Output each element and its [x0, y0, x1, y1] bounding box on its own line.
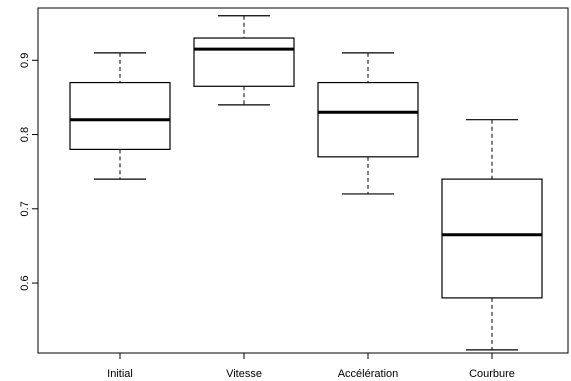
box-initial	[69, 52, 171, 180]
boxes-group	[69, 15, 543, 351]
x-tick-label: Courbure	[469, 368, 515, 380]
x-tick-label: Accélération	[338, 368, 399, 380]
box-vitesse	[193, 15, 295, 106]
y-tick-label: 0.7	[19, 201, 31, 216]
box-courbure	[441, 119, 543, 351]
y-tick-label: 0.9	[19, 53, 31, 68]
iqr-box	[193, 37, 295, 87]
plot-frame	[37, 7, 569, 354]
y-tick-label: 0.8	[19, 127, 31, 142]
iqr-box	[441, 178, 543, 299]
iqr-box	[69, 81, 171, 150]
box-acc-l-ration	[317, 52, 419, 195]
y-axis: 0.6 0.7 0.8 0.9	[19, 53, 38, 291]
iqr-box	[317, 81, 419, 158]
x-tick-label: Vitesse	[226, 368, 262, 380]
y-tick-label: 0.6	[19, 275, 31, 290]
x-tick-label: Initial	[107, 368, 133, 380]
x-axis: Initial Vitesse Accélération Courbure	[107, 353, 515, 380]
